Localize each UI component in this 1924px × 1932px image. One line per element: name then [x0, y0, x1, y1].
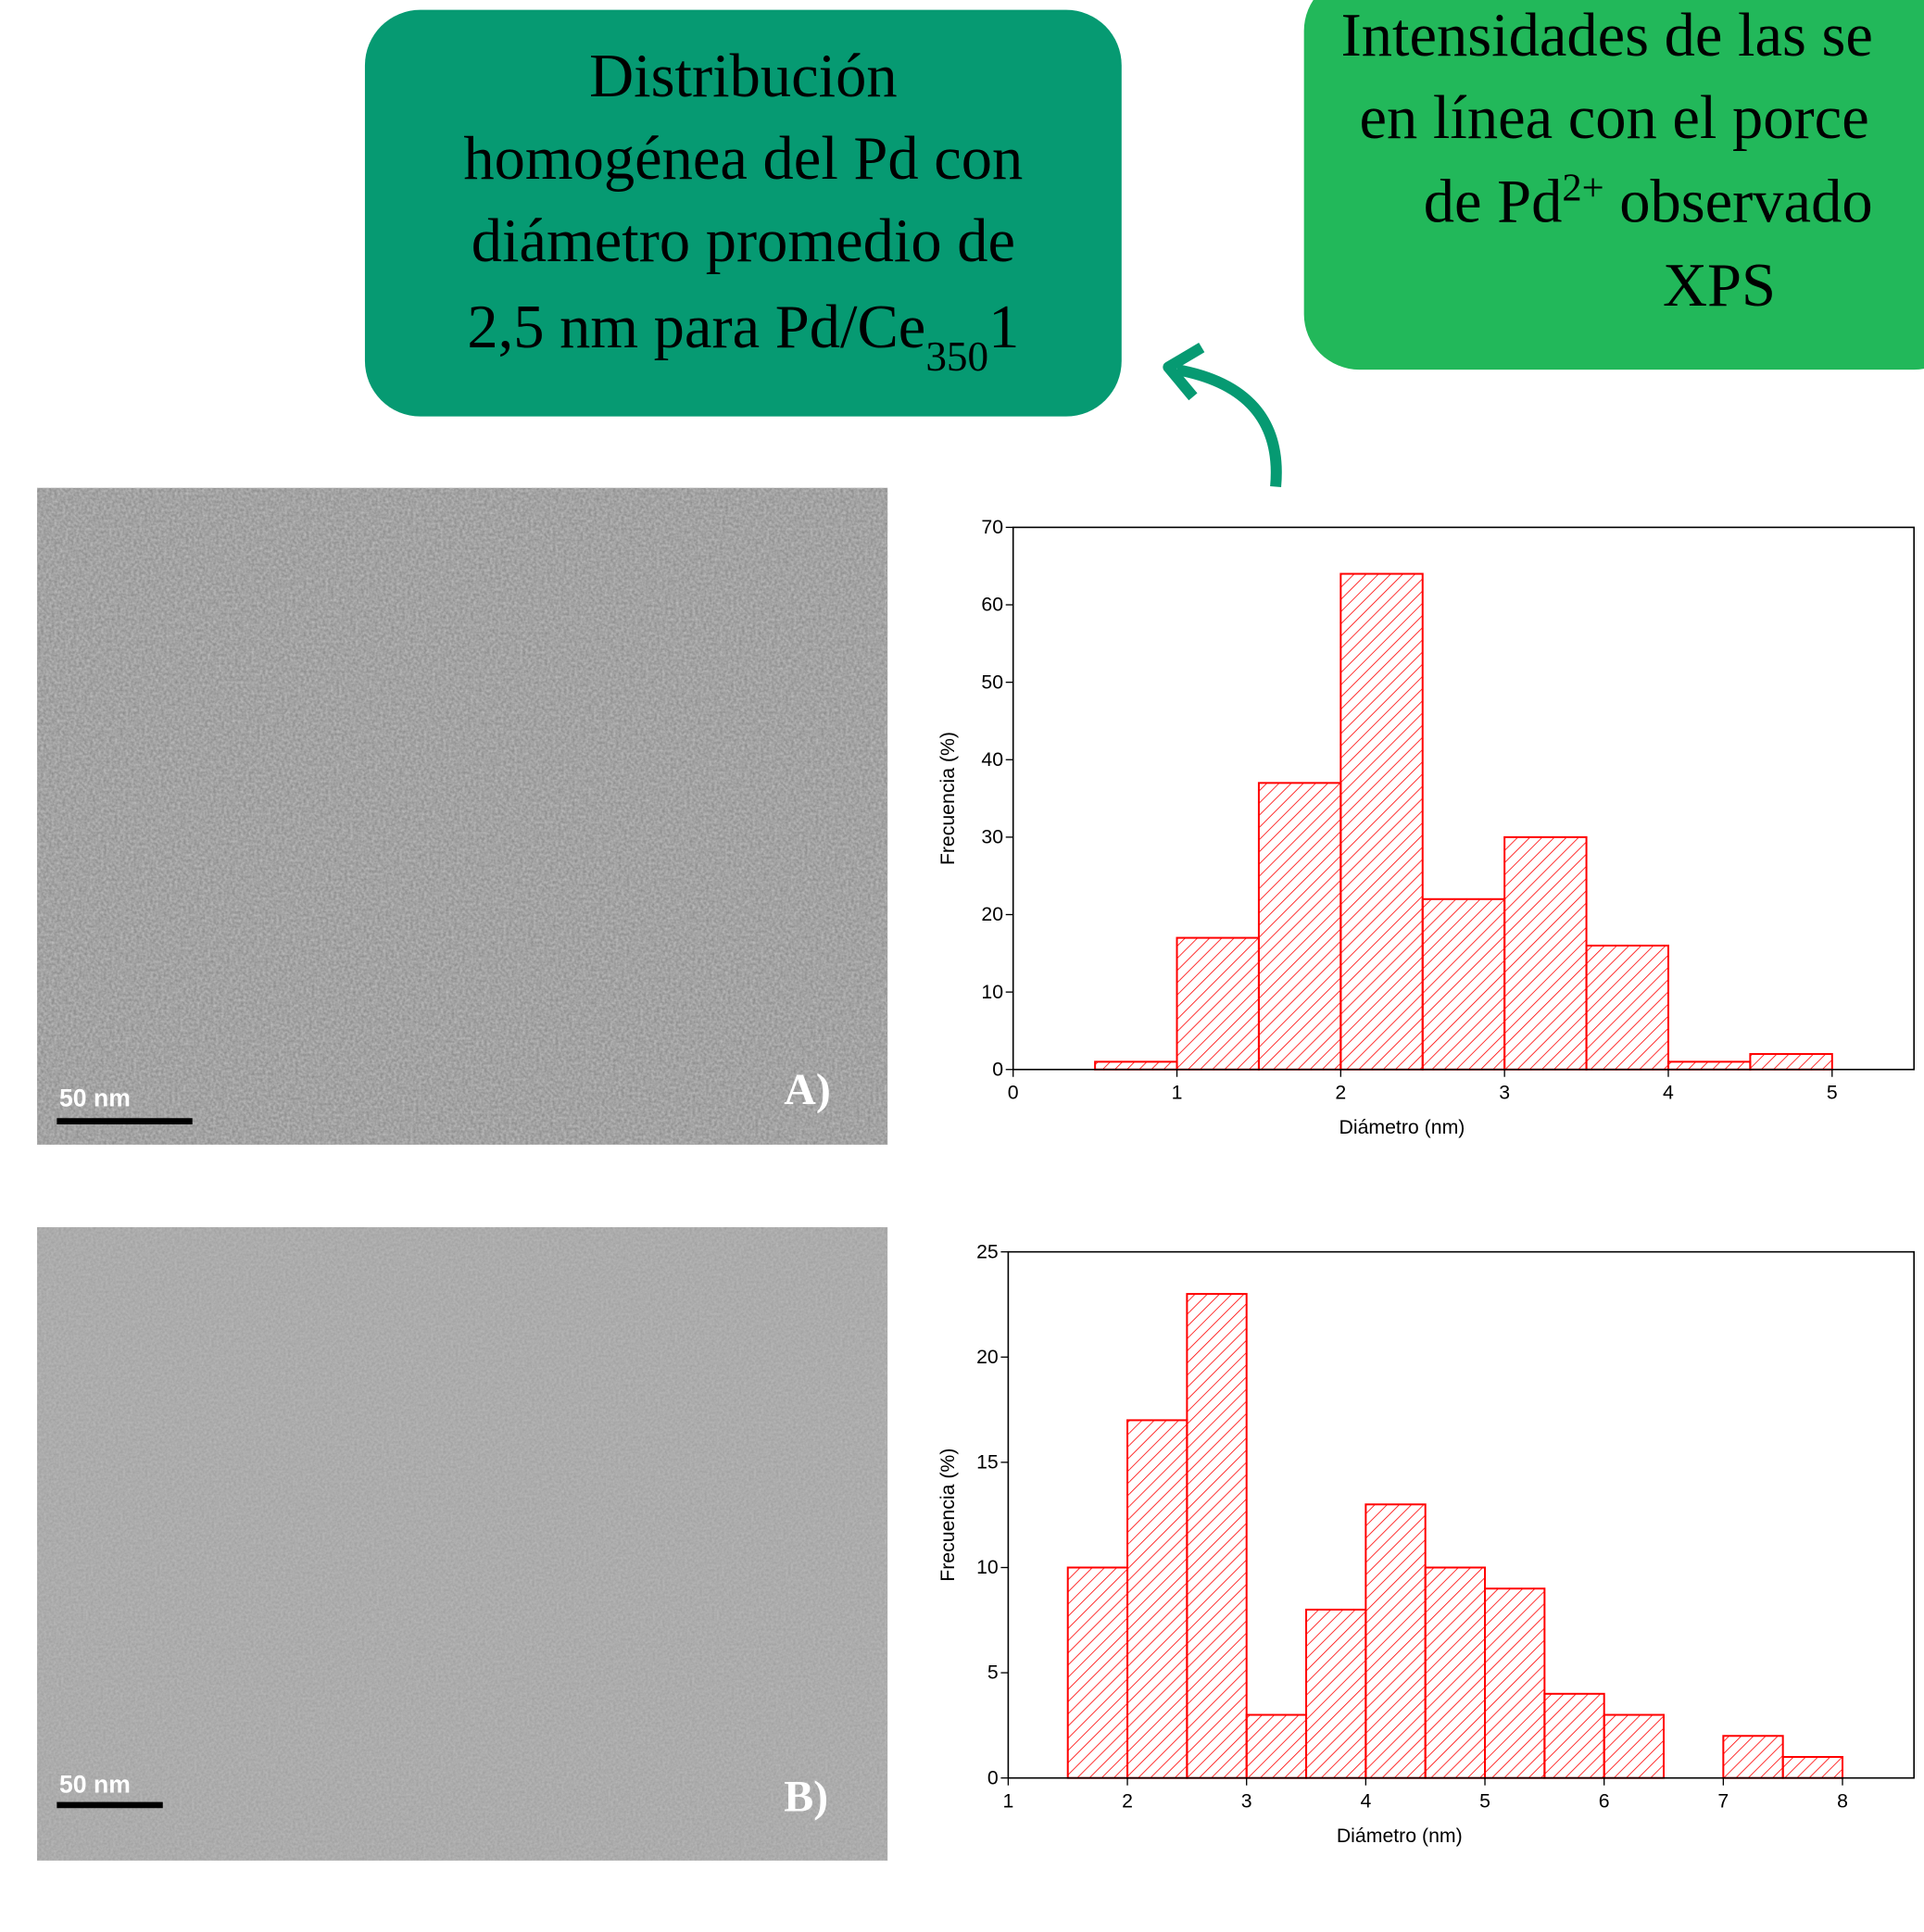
x-axis-label: Diámetro (nm) [1339, 1116, 1465, 1138]
y-tick-label: 10 [976, 1556, 999, 1578]
y-axis-label: Frecuencia (%) [937, 732, 959, 865]
text-run: observado [1604, 168, 1873, 235]
scale-bar-label: 50 nm [59, 1771, 131, 1799]
x-tick-label: 5 [1827, 1082, 1838, 1104]
tem-texture [37, 1227, 887, 1861]
box-text: Intensidades de las se [1341, 2, 1873, 69]
bar [1504, 837, 1586, 1070]
bar [1604, 1715, 1664, 1778]
page: {"boxes": [ {"lines": [["Distribución"],… [0, 0, 1924, 1932]
bar [1750, 1054, 1831, 1070]
y-tick-label: 30 [981, 826, 1003, 848]
x-tick-label: 4 [1360, 1790, 1371, 1813]
bar [1426, 1567, 1485, 1777]
bar [1127, 1420, 1187, 1777]
y-tick-label: 15 [976, 1451, 999, 1474]
bar [1259, 783, 1340, 1069]
y-tick-label: 20 [976, 1346, 999, 1368]
x-tick-label: 4 [1663, 1082, 1674, 1104]
x-tick-label: 2 [1122, 1790, 1133, 1813]
y-tick-label: 25 [976, 1240, 999, 1262]
x-tick-label: 7 [1717, 1790, 1729, 1813]
bar [1783, 1757, 1842, 1778]
bar [1247, 1715, 1306, 1778]
text-run: Distribución [589, 43, 897, 110]
text-run: 1 [988, 294, 1019, 361]
bar [1668, 1061, 1750, 1069]
text-run: 2,5 nm para Pd/Ce [467, 294, 925, 361]
text-run: de Pd [1424, 168, 1563, 235]
bar [1177, 938, 1259, 1070]
x-tick-label: 8 [1837, 1790, 1848, 1813]
x-tick-label: 2 [1335, 1082, 1346, 1104]
x-tick-label: 6 [1599, 1790, 1610, 1813]
text-run: Intensidades de las se [1341, 2, 1873, 69]
bar [1365, 1504, 1425, 1777]
text-run: XPS [1663, 252, 1776, 320]
text-run: diámetro promedio de [472, 207, 1015, 275]
tem-texture [37, 488, 887, 1145]
bar [1485, 1588, 1544, 1778]
x-axis-label: Diámetro (nm) [1337, 1825, 1463, 1847]
box-text: homogénea del Pd con [463, 125, 1023, 193]
bar [1306, 1610, 1365, 1778]
box-text: XPS [1663, 252, 1776, 320]
bar [1723, 1736, 1782, 1777]
slide: 50 nm 50 nm A) B) Distribución homogénea … [0, 0, 1924, 1932]
y-tick-label: 0 [992, 1058, 1003, 1080]
y-tick-label: 0 [987, 1766, 999, 1788]
bar [1544, 1694, 1603, 1778]
x-tick-label: 1 [1002, 1790, 1013, 1813]
x-tick-label: 3 [1241, 1790, 1252, 1813]
y-tick-label: 10 [981, 981, 1003, 1003]
bar [1187, 1294, 1246, 1778]
box-text: diámetro promedio de [472, 207, 1015, 275]
y-tick-label: 50 [981, 671, 1003, 693]
text-run: homogénea del Pd con [463, 125, 1023, 193]
x-tick-label: 3 [1499, 1082, 1510, 1104]
x-tick-label: 1 [1172, 1082, 1183, 1104]
y-tick-label: 5 [987, 1662, 999, 1684]
bar [1587, 946, 1668, 1070]
y-tick-label: 60 [981, 594, 1003, 616]
box-text: Distribución [589, 43, 897, 110]
scale-bar-label: 50 nm [59, 1085, 131, 1112]
y-tick-label: 70 [981, 516, 1003, 538]
bar [1340, 574, 1422, 1070]
text-run: 2+ [1562, 166, 1603, 209]
box-text: en línea con el porce [1360, 84, 1869, 152]
panel-label: A) [784, 1065, 831, 1114]
box-text: de Pd2+ observado [1424, 166, 1873, 236]
bar [1423, 899, 1504, 1070]
text-run: en línea con el porce [1360, 84, 1869, 152]
bar [1095, 1061, 1176, 1069]
bar [1068, 1567, 1127, 1777]
panel-label: B) [784, 1773, 828, 1822]
text-run: 350 [925, 333, 988, 380]
y-axis-label: Frecuencia (%) [937, 1449, 959, 1582]
x-tick-label: 5 [1479, 1790, 1490, 1813]
x-tick-label: 0 [1008, 1082, 1019, 1104]
y-tick-label: 20 [981, 903, 1003, 925]
y-tick-label: 40 [981, 748, 1003, 771]
